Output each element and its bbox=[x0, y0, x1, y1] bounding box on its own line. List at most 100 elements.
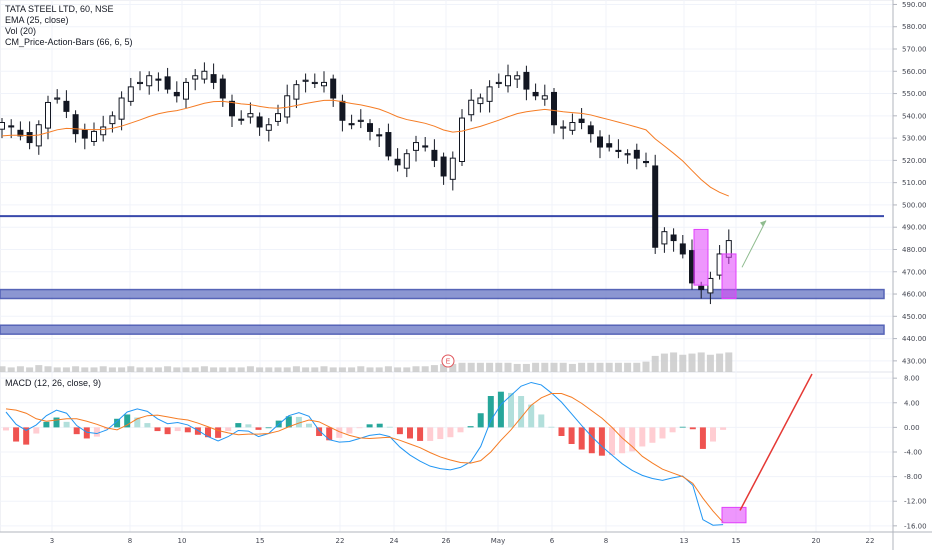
volume-legend[interactable]: Vol (20) bbox=[5, 26, 37, 36]
candle bbox=[367, 119, 373, 141]
projection-arrow-head bbox=[760, 220, 766, 227]
histogram-bar bbox=[497, 391, 504, 428]
volume-bar bbox=[16, 366, 24, 372]
volume-bar bbox=[182, 367, 190, 372]
projection-arrow-line bbox=[741, 220, 767, 268]
candle-body bbox=[8, 125, 15, 128]
volume-bar bbox=[72, 366, 80, 372]
histogram-bar bbox=[205, 427, 211, 438]
time-tick-label: May bbox=[491, 537, 505, 545]
volume-bar bbox=[624, 362, 632, 372]
candle-body bbox=[183, 81, 189, 100]
time-tick-label: 10 bbox=[178, 537, 187, 545]
histogram-bar bbox=[83, 427, 90, 439]
time-tick-label: 8 bbox=[128, 537, 132, 545]
candlestick-series bbox=[0, 62, 732, 305]
candle bbox=[201, 62, 208, 84]
price-tick-label: 510.00 bbox=[902, 179, 927, 187]
volume-bar bbox=[210, 367, 218, 372]
time-tick-label: 13 bbox=[680, 537, 689, 545]
time-tick-label: 8 bbox=[604, 537, 608, 545]
histogram-bar bbox=[689, 427, 696, 430]
candle-body bbox=[210, 74, 217, 83]
candle-body bbox=[431, 149, 438, 161]
candle bbox=[624, 149, 631, 164]
candle bbox=[468, 89, 475, 122]
macd-highlight bbox=[721, 506, 747, 524]
candle bbox=[440, 152, 447, 185]
histogram-bar bbox=[245, 424, 252, 428]
histogram-bar bbox=[518, 396, 525, 428]
candle-body bbox=[137, 81, 143, 85]
candle-body bbox=[26, 132, 33, 144]
macd-tick-label: -16.00 bbox=[904, 522, 927, 530]
volume-bar bbox=[53, 367, 61, 372]
volume-bar bbox=[283, 367, 291, 372]
histogram-bar bbox=[578, 427, 585, 450]
candle-body bbox=[72, 114, 79, 135]
price-tick-label: 520.00 bbox=[902, 157, 927, 165]
candle bbox=[127, 77, 134, 106]
candle bbox=[330, 74, 337, 107]
time-tick-label: 3 bbox=[50, 537, 54, 545]
earnings-circle bbox=[441, 354, 455, 368]
candle-body bbox=[606, 143, 613, 148]
volume-bar bbox=[7, 367, 15, 372]
candle bbox=[118, 91, 125, 131]
histogram-bar bbox=[649, 427, 656, 443]
volume-bar bbox=[559, 362, 567, 372]
histogram-bar bbox=[184, 427, 191, 433]
candle bbox=[532, 83, 539, 101]
volume-bar bbox=[329, 367, 337, 372]
annotations bbox=[693, 220, 767, 299]
histogram-bar bbox=[346, 427, 353, 434]
candle bbox=[311, 73, 318, 88]
symbol-title[interactable]: TATA STEEL LTD, 60, NSE bbox=[5, 4, 114, 14]
candle bbox=[155, 72, 162, 92]
candle-body bbox=[560, 126, 567, 129]
time-tick-label: 26 bbox=[442, 537, 451, 545]
volume-bar bbox=[384, 366, 392, 372]
volume-bar bbox=[660, 353, 668, 372]
candle bbox=[403, 149, 410, 178]
candle bbox=[146, 71, 153, 95]
histogram-bar bbox=[386, 426, 393, 428]
histogram-bar bbox=[376, 423, 383, 428]
candle-body bbox=[707, 277, 714, 294]
macd-histogram bbox=[3, 391, 727, 456]
candle bbox=[376, 128, 383, 148]
volume-bar bbox=[173, 367, 181, 372]
macd-legend-label[interactable]: MACD (12, 26, close, 9) bbox=[5, 378, 102, 388]
volume-bar bbox=[62, 367, 70, 372]
volume-bar bbox=[265, 367, 273, 372]
price-tick-label: 570.00 bbox=[902, 46, 927, 54]
histogram-bar bbox=[255, 427, 262, 430]
histogram-bar bbox=[588, 427, 595, 454]
candle-body bbox=[477, 97, 484, 105]
ema-legend[interactable]: EMA (25, close) bbox=[5, 15, 69, 25]
candle-body bbox=[45, 101, 51, 129]
volume-bar bbox=[200, 366, 208, 372]
candle-body bbox=[597, 136, 603, 148]
volume-bar bbox=[651, 355, 659, 372]
macd-line bbox=[5, 381, 724, 526]
candle bbox=[247, 102, 254, 124]
volume-bar bbox=[449, 363, 457, 372]
volume-bar bbox=[145, 367, 153, 372]
candle-body bbox=[229, 100, 235, 117]
candle bbox=[265, 118, 272, 142]
candle-body bbox=[238, 118, 245, 121]
macd-trend-arrow bbox=[739, 373, 813, 511]
volume-bar bbox=[348, 367, 356, 372]
histogram-bar bbox=[710, 427, 716, 442]
histogram-bar bbox=[124, 414, 131, 428]
price-tick-label: 490.00 bbox=[902, 224, 927, 232]
candle bbox=[459, 109, 465, 166]
volume-bar bbox=[154, 367, 162, 372]
histogram-bar bbox=[13, 427, 20, 442]
volume-bar bbox=[292, 366, 300, 372]
cm-legend[interactable]: CM_Price-Action-Bars (66, 6, 5) bbox=[5, 37, 133, 47]
candle bbox=[615, 139, 622, 159]
volume-bar bbox=[375, 367, 383, 372]
